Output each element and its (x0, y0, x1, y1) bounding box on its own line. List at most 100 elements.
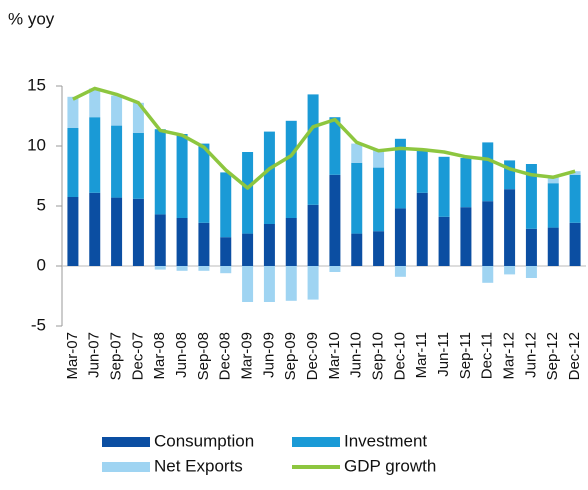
y-axis-label: % yoy (8, 9, 55, 28)
bar (460, 207, 472, 266)
bar (263, 266, 275, 302)
bar (242, 266, 254, 302)
bar (373, 231, 385, 266)
bar (373, 149, 385, 168)
bar (198, 266, 210, 271)
bar (132, 132, 144, 199)
bar (438, 156, 450, 217)
bar (89, 117, 101, 193)
bar (547, 177, 559, 184)
bar (132, 102, 144, 133)
x-tick-label: Dec-10 (391, 332, 408, 380)
x-tick-label: Sep-08 (195, 332, 212, 380)
legend-label: GDP growth (344, 456, 436, 475)
bar (569, 222, 581, 266)
bar (285, 266, 297, 301)
bar (176, 218, 188, 266)
bar (285, 218, 297, 266)
bar (416, 192, 428, 266)
x-tick-label: Mar-10 (326, 332, 343, 380)
x-tick-label: Dec-12 (566, 332, 583, 380)
bar (154, 129, 166, 215)
x-tick-label: Mar-11 (413, 332, 430, 378)
bar (351, 143, 363, 163)
bar (176, 134, 188, 218)
bar (285, 120, 297, 218)
bar (111, 197, 123, 266)
bar (504, 160, 516, 190)
bar (482, 142, 494, 202)
y-tick-label: 5 (37, 195, 46, 214)
x-tick-label: Mar-09 (239, 332, 256, 380)
bar (547, 227, 559, 266)
legend-swatch (102, 462, 150, 472)
bar (460, 158, 472, 208)
bar (394, 266, 406, 277)
bar (263, 224, 275, 266)
bar (89, 192, 101, 266)
x-tick-label: Mar-08 (151, 332, 168, 380)
bar (394, 138, 406, 209)
bar (438, 216, 450, 266)
legend-swatch (292, 437, 340, 447)
y-tick-label: 10 (27, 135, 46, 154)
y-tick-label: 15 (27, 75, 46, 94)
x-tick-label: Dec-08 (217, 332, 234, 380)
bar (154, 266, 166, 270)
x-tick-label: Sep-09 (282, 332, 299, 380)
bar (504, 266, 516, 275)
bar (525, 228, 537, 266)
bar (329, 174, 341, 266)
bar (198, 143, 210, 223)
x-tick-label: Sep-07 (108, 332, 125, 380)
x-tick-label: Sep-10 (370, 332, 387, 380)
bar (351, 233, 363, 266)
x-tick-label: Dec-11 (479, 332, 496, 379)
bar (67, 96, 79, 128)
x-tick-label: Mar-07 (64, 332, 81, 380)
bar (154, 214, 166, 266)
bar (67, 128, 79, 197)
x-tick-label: Jun-08 (173, 332, 190, 378)
bar (242, 233, 254, 266)
bar (242, 152, 254, 234)
line (72, 86, 576, 190)
bar (329, 266, 341, 272)
x-tick-label: Jun-07 (86, 332, 103, 378)
bar (132, 198, 144, 266)
bar (176, 266, 188, 271)
bar (67, 197, 79, 266)
legend-label: Investment (344, 431, 427, 450)
bar (416, 149, 428, 193)
bar (220, 237, 232, 266)
legend-label: Net Exports (154, 456, 243, 475)
bar (329, 117, 341, 175)
x-tick-label: Dec-09 (304, 332, 321, 380)
bar (220, 266, 232, 274)
x-tick-label: Dec-07 (129, 332, 146, 380)
bar (373, 167, 385, 232)
legend-swatch (102, 437, 150, 447)
bar (525, 164, 537, 229)
bar (220, 172, 232, 238)
bar (111, 125, 123, 198)
x-tick-label: Mar-12 (501, 332, 518, 380)
bar (307, 266, 319, 300)
x-tick-label: Jun-10 (348, 332, 365, 378)
bar (307, 204, 319, 266)
bar (89, 88, 101, 118)
bar (482, 266, 494, 283)
bar (569, 174, 581, 223)
x-tick-label: Jun-09 (260, 332, 277, 378)
bar (263, 131, 275, 224)
bar (394, 208, 406, 266)
legend-label: Consumption (154, 431, 254, 450)
bar (482, 201, 494, 266)
bar (547, 183, 559, 228)
x-tick-label: Sep-12 (544, 332, 561, 380)
bar (198, 222, 210, 266)
x-tick-label: Jun-11 (435, 332, 452, 377)
x-tick-label: Sep-11 (457, 332, 474, 379)
x-tick-label: Jun-12 (522, 332, 539, 378)
